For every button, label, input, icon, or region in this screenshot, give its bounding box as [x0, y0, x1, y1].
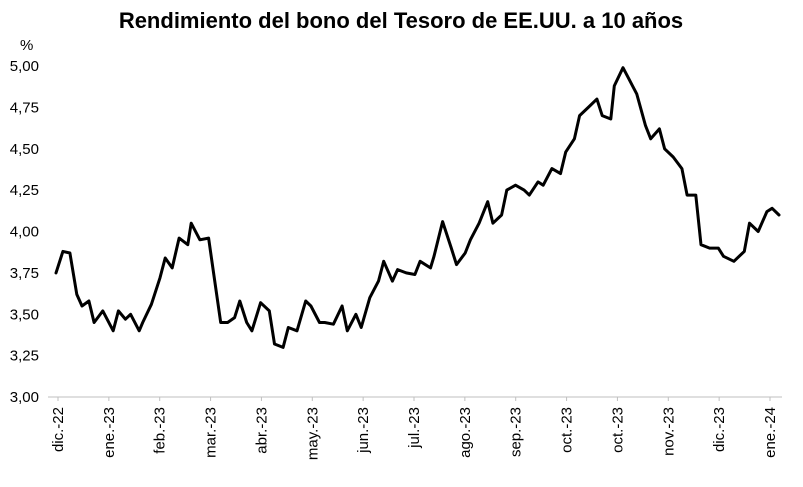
chart-title: Rendimiento del bono del Tesoro de EE.UU…	[119, 8, 683, 33]
y-tick-label: 5,00	[10, 58, 39, 75]
plot-area	[54, 66, 781, 349]
y-tick-label: 4,75	[10, 99, 39, 116]
x-tick-label: jun.-23	[355, 407, 372, 454]
x-tick-label: ene.-24	[762, 407, 779, 458]
y-tick-label: 3,50	[10, 306, 39, 323]
y-axis-unit-label: %	[20, 37, 33, 54]
y-tick-label: 3,75	[10, 265, 39, 282]
y-tick-label: 4,00	[10, 224, 39, 241]
x-tick-label: dic.-23	[711, 407, 728, 452]
x-tick-label: ene.-23	[101, 407, 118, 458]
y-tick-label: 3,25	[10, 348, 39, 365]
y-tick-label: 4,50	[10, 141, 39, 158]
x-tick-label: jul.-23	[406, 407, 423, 449]
y-axis: 3,00 3,25 3,50 3,75 4,00 4,25 4,50 4,75 5,00	[10, 58, 39, 406]
y-tick-label: 4,25	[10, 182, 39, 199]
x-tick-label: abr.-23	[253, 407, 270, 454]
x-axis: dic.-22 ene.-23 feb.-23 mar.-23 abr.-23 may.-…	[50, 397, 779, 460]
x-tick-label: dic.-22	[50, 407, 67, 452]
x-tick-label: ago.-23	[457, 407, 474, 458]
x-tick-label: sep.-23	[508, 407, 525, 457]
x-tick-label: oct.-23	[559, 407, 576, 453]
y-tick-label: 3,00	[10, 389, 39, 406]
x-tick-label: may.-23	[304, 407, 321, 460]
x-tick-label: nov.-23	[660, 407, 677, 456]
x-tick-label: feb.-23	[152, 407, 169, 454]
x-tick-label: oct.-23	[609, 407, 626, 453]
x-tick-label: mar.-23	[203, 407, 220, 458]
series-line	[54, 66, 781, 349]
